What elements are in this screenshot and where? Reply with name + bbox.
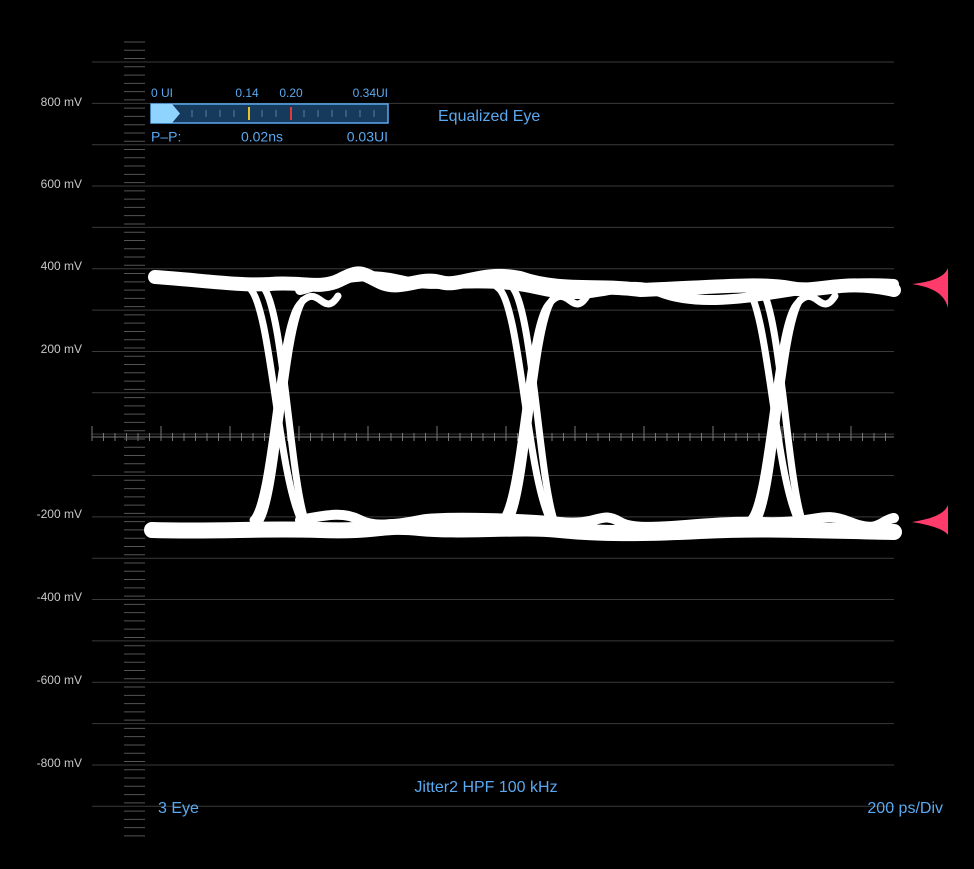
meter-scale-label: 0 UI [151, 86, 173, 100]
rising-edge [255, 296, 307, 526]
jitter-meter: 0 UI 0.14 0.20 0.34UI P–P: 0.02ns 0.03UI [150, 86, 389, 145]
graticule [91, 61, 894, 807]
meter-scale-label: 0.14 [235, 86, 259, 100]
histogram-bottom [912, 505, 948, 535]
y-axis-label: -800 mV [37, 756, 82, 770]
eye-traces [144, 266, 902, 542]
meter-scale-label: 0.20 [279, 86, 303, 100]
y-axis-label: 400 mV [41, 259, 82, 273]
meter-ticks [191, 110, 375, 117]
y-axis-labels: 800 mV 600 mV 400 mV 200 mV -200 mV -400 mV -6… [37, 95, 82, 770]
y-axis-label: -200 mV [37, 507, 82, 521]
falling-edge [493, 283, 554, 524]
pp-label: P–P: [151, 129, 181, 145]
rising-edge [752, 296, 804, 526]
left-ruler [124, 41, 145, 837]
histogram-top [912, 268, 948, 308]
y-axis-label: 600 mV [41, 177, 82, 191]
y-axis-label: -600 mV [37, 673, 82, 687]
rising-edge [504, 296, 556, 526]
y-axis-label: 200 mV [41, 342, 82, 356]
meter-scale-label: 0.34UI [353, 86, 388, 100]
pp-ns: 0.02ns [241, 129, 283, 145]
falling-edge [741, 283, 802, 524]
filter-label: Jitter2 HPF 100 kHz [414, 779, 557, 796]
falling-edge [244, 283, 305, 524]
y-axis-label: -400 mV [37, 590, 82, 604]
meter-fill [151, 104, 180, 123]
display-title: Equalized Eye [438, 108, 540, 125]
meter-bar [150, 103, 389, 124]
pp-ui: 0.03UI [347, 129, 388, 145]
y-axis-label: 800 mV [41, 95, 82, 109]
mode-label: 3 Eye [158, 800, 199, 817]
timebase-label: 200 ps/Div [867, 800, 943, 817]
